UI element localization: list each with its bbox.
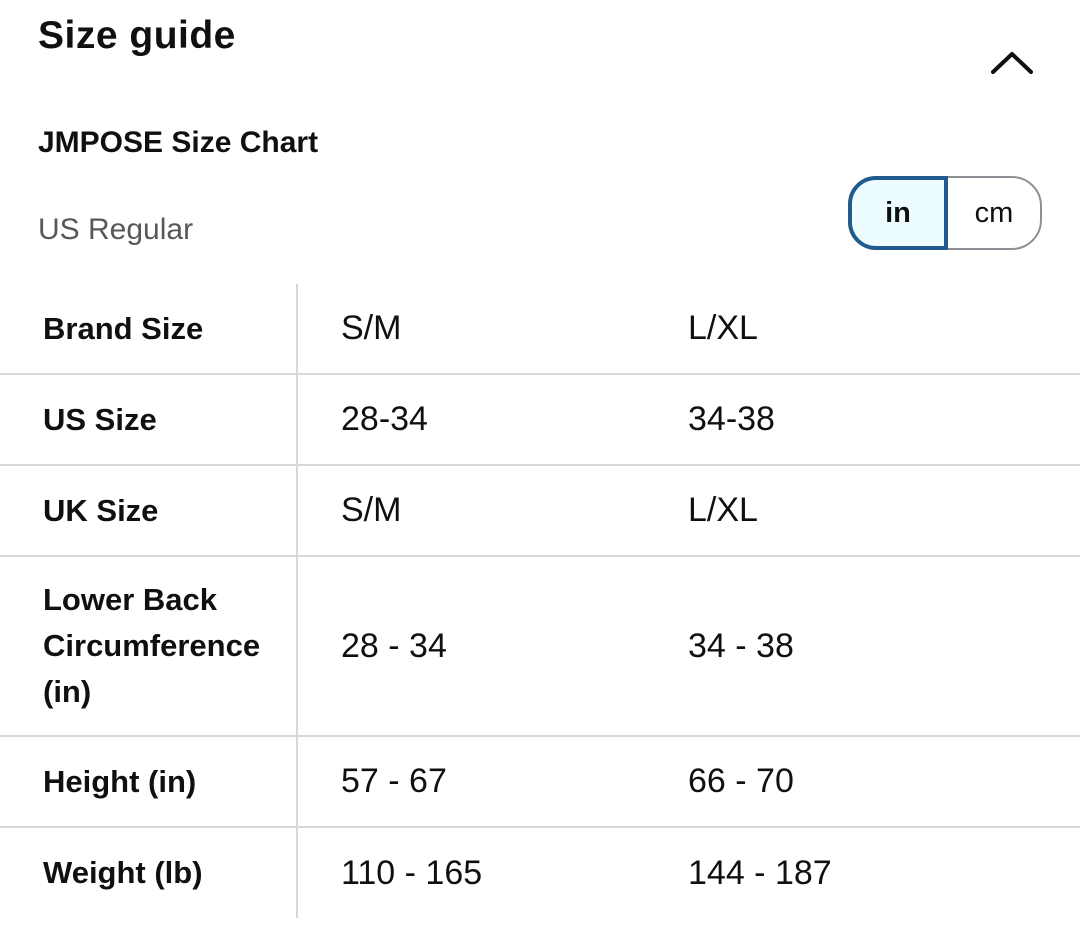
- row-label: Weight (lb): [0, 828, 298, 918]
- chevron-up-icon: [991, 52, 1033, 74]
- row-label: UK Size: [0, 466, 298, 555]
- cell-value: L/XL: [688, 491, 758, 529]
- size-table: Brand Size S/M L/XL US Size 28-34 34-38 …: [0, 284, 1080, 918]
- unit-option-in[interactable]: in: [848, 176, 948, 250]
- cell-value: 66 - 70: [688, 762, 794, 800]
- cell-value: 34 - 38: [688, 626, 794, 665]
- cell-value: 110 - 165: [341, 853, 483, 892]
- cell-value: 144 - 187: [688, 853, 832, 892]
- cell-value: L/XL: [688, 309, 758, 347]
- table-row: US Size 28-34 34-38: [0, 375, 1080, 466]
- cell-value: 34-38: [688, 400, 775, 438]
- cell-value: 57 - 67: [341, 762, 447, 800]
- collapse-button[interactable]: [988, 44, 1036, 84]
- table-row: Brand Size S/M L/XL: [0, 284, 1080, 375]
- table-row: UK Size S/M L/XL: [0, 466, 1080, 557]
- cell-value: S/M: [341, 491, 402, 529]
- table-row: Lower Back Circumference (in) 28 - 34 34…: [0, 557, 1080, 737]
- row-label: Lower Back Circumference (in): [0, 557, 298, 735]
- cell-value: 28-34: [341, 400, 428, 438]
- table-row: Height (in) 57 - 67 66 - 70: [0, 737, 1080, 828]
- cell-value: 28 - 34: [341, 626, 447, 665]
- size-region-label: US Regular: [38, 213, 194, 246]
- size-chart-title: JMPOSE Size Chart: [38, 126, 319, 159]
- page-title: Size guide: [38, 14, 236, 57]
- row-label: Height (in): [0, 737, 298, 826]
- unit-toggle[interactable]: in cm: [848, 176, 1042, 250]
- unit-option-cm[interactable]: cm: [974, 196, 1014, 229]
- cell-value: S/M: [341, 309, 402, 347]
- table-row: Weight (lb) 110 - 165 144 - 187: [0, 828, 1080, 918]
- row-label: Brand Size: [0, 284, 298, 373]
- row-label: US Size: [0, 375, 298, 464]
